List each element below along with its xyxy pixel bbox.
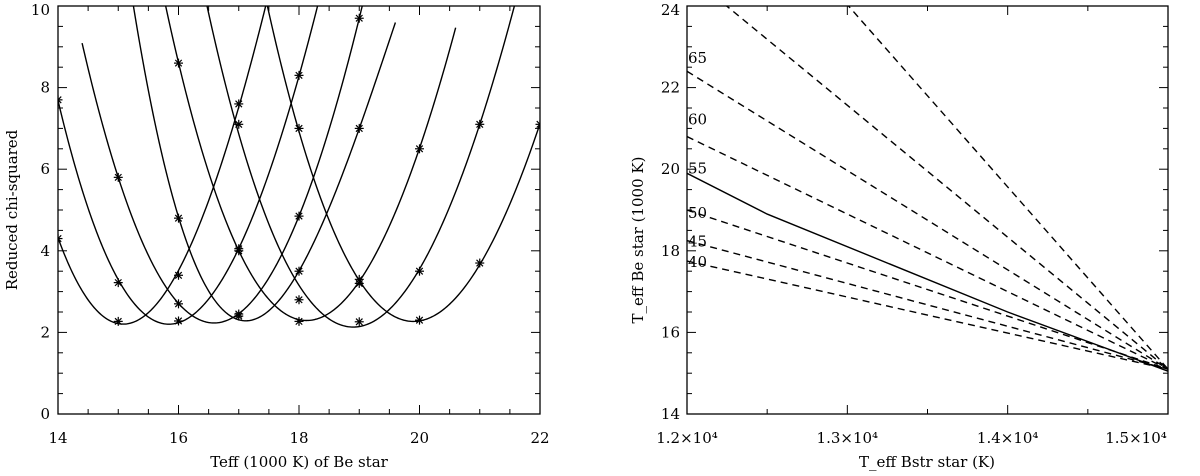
- left-series-0-point-1: [113, 316, 123, 326]
- left-series-6-point-2: [354, 278, 364, 288]
- right-y-tick-label-1: 16: [661, 323, 680, 341]
- left-x-tick-label-2: 18: [289, 429, 308, 447]
- left-series-2-point-4: [354, 13, 364, 23]
- right-y-tick-label-0: 14: [661, 405, 680, 423]
- left-markers: [58, 13, 540, 327]
- right-curves: [687, 6, 1168, 372]
- right-x-axis-title: T_eff Bstr star (K): [859, 453, 995, 471]
- right-x-tick-label-0: 1.2×10⁴: [656, 429, 718, 447]
- left-series-5-curve: [206, 6, 516, 328]
- right-curve-label-50: 50: [688, 204, 707, 222]
- right-series-7-line: [847, 6, 1168, 370]
- left-series-5-point-3: [354, 317, 364, 327]
- right-series-6-line: [725, 6, 1168, 370]
- left-series-2-point-0: [113, 172, 123, 182]
- left-x-tick-label-0: 14: [48, 429, 67, 447]
- left-y-tick-label-4: 8: [40, 79, 50, 97]
- left-series-6-point-1: [294, 123, 304, 133]
- left-series-2-point-1: [174, 299, 183, 309]
- left-series-6-point-5: [535, 119, 540, 129]
- right-y-tick-label-2: 18: [661, 242, 680, 260]
- left-series-5-point-5: [475, 119, 485, 129]
- right-series-4-line: [687, 135, 1168, 370]
- left-chart: 14 16 18 20 22 0 2 4 6 8 10 Teff (1000 K…: [3, 1, 550, 471]
- right-series-5-line: [687, 70, 1168, 370]
- left-series-1-point-4: [294, 70, 304, 80]
- right-series-2-line: [687, 209, 1168, 370]
- left-series-1-point-1: [113, 278, 123, 288]
- left-y-tick-label-5: 10: [31, 1, 50, 19]
- left-series-1-point-0: [58, 95, 63, 105]
- left-ticks: [57, 5, 541, 415]
- right-curve-label-65: 65: [688, 49, 707, 67]
- left-series-0-point-3: [234, 99, 244, 109]
- left-series-6-point-4: [475, 258, 485, 268]
- right-chart: 65 60 55 50 45 40 1.2×10⁴ 1.3×10⁴ 1.4×10⁴ 1.5…: [629, 1, 1169, 471]
- left-series-2-point-3: [294, 211, 304, 221]
- left-series-0-point-0: [58, 234, 63, 244]
- left-series-6-point-3: [415, 315, 424, 325]
- right-curve-labels: 65 60 55 50 45 40: [688, 49, 707, 271]
- left-y-tick-label-0: 0: [40, 405, 50, 423]
- left-series-2-curve: [81, 6, 363, 324]
- left-x-tick-label-1: 16: [169, 429, 188, 447]
- right-y-axis-title: T_eff Be star (1000 K): [629, 157, 647, 324]
- left-series-0-curve: [58, 6, 267, 325]
- left-series-3-curve: [132, 6, 397, 322]
- left-series-4-point-1: [234, 244, 244, 254]
- right-y-tick-label-3: 20: [661, 160, 680, 178]
- left-series-3-point-4: [354, 123, 364, 133]
- left-series-5-point-4: [415, 266, 424, 276]
- left-y-tick-label-1: 2: [40, 323, 50, 341]
- left-series-3-point-1: [174, 213, 183, 223]
- right-x-tick-label-1: 1.3×10⁴: [817, 429, 879, 447]
- left-series-4-point-2: [294, 316, 304, 326]
- left-series-1-point-2: [174, 316, 183, 326]
- left-series-6-curve: [266, 6, 540, 323]
- right-curve-label-40: 40: [688, 253, 707, 271]
- left-curves: [58, 6, 540, 328]
- right-y-tick-label-5: 24: [661, 1, 680, 19]
- left-plot-frame: [57, 5, 541, 415]
- left-x-tick-label-3: 20: [410, 429, 429, 447]
- right-y-tick-label-4: 22: [661, 79, 680, 97]
- right-x-tick-label-3: 1.5×10⁴: [1105, 429, 1167, 447]
- left-y-axis-title: Reduced chi-squared: [3, 129, 21, 290]
- right-ticks: [686, 5, 1169, 415]
- left-x-axis-title: Teff (1000 K) of Be star: [210, 453, 388, 471]
- left-y-tick-label-2: 4: [40, 242, 50, 260]
- right-curve-label-45: 45: [688, 233, 707, 251]
- left-series-4-point-0: [174, 58, 183, 68]
- left-series-3-point-2: [234, 311, 244, 321]
- right-curve-label-60: 60: [688, 110, 707, 128]
- left-series-3-point-3: [294, 266, 304, 276]
- left-y-tick-label-3: 6: [40, 160, 50, 178]
- left-x-tick-label-4: 22: [530, 429, 549, 447]
- left-series-0-point-2: [174, 270, 183, 280]
- right-curve-label-55: 55: [688, 159, 707, 177]
- right-series-3-line: [687, 172, 1168, 372]
- left-series-5-point-2: [294, 295, 304, 305]
- left-series-4-point-4: [415, 144, 424, 154]
- right-series-0-line: [687, 260, 1168, 370]
- right-series-1-line: [687, 239, 1168, 370]
- right-x-tick-label-2: 1.4×10⁴: [977, 429, 1039, 447]
- left-series-5-point-1: [234, 119, 244, 129]
